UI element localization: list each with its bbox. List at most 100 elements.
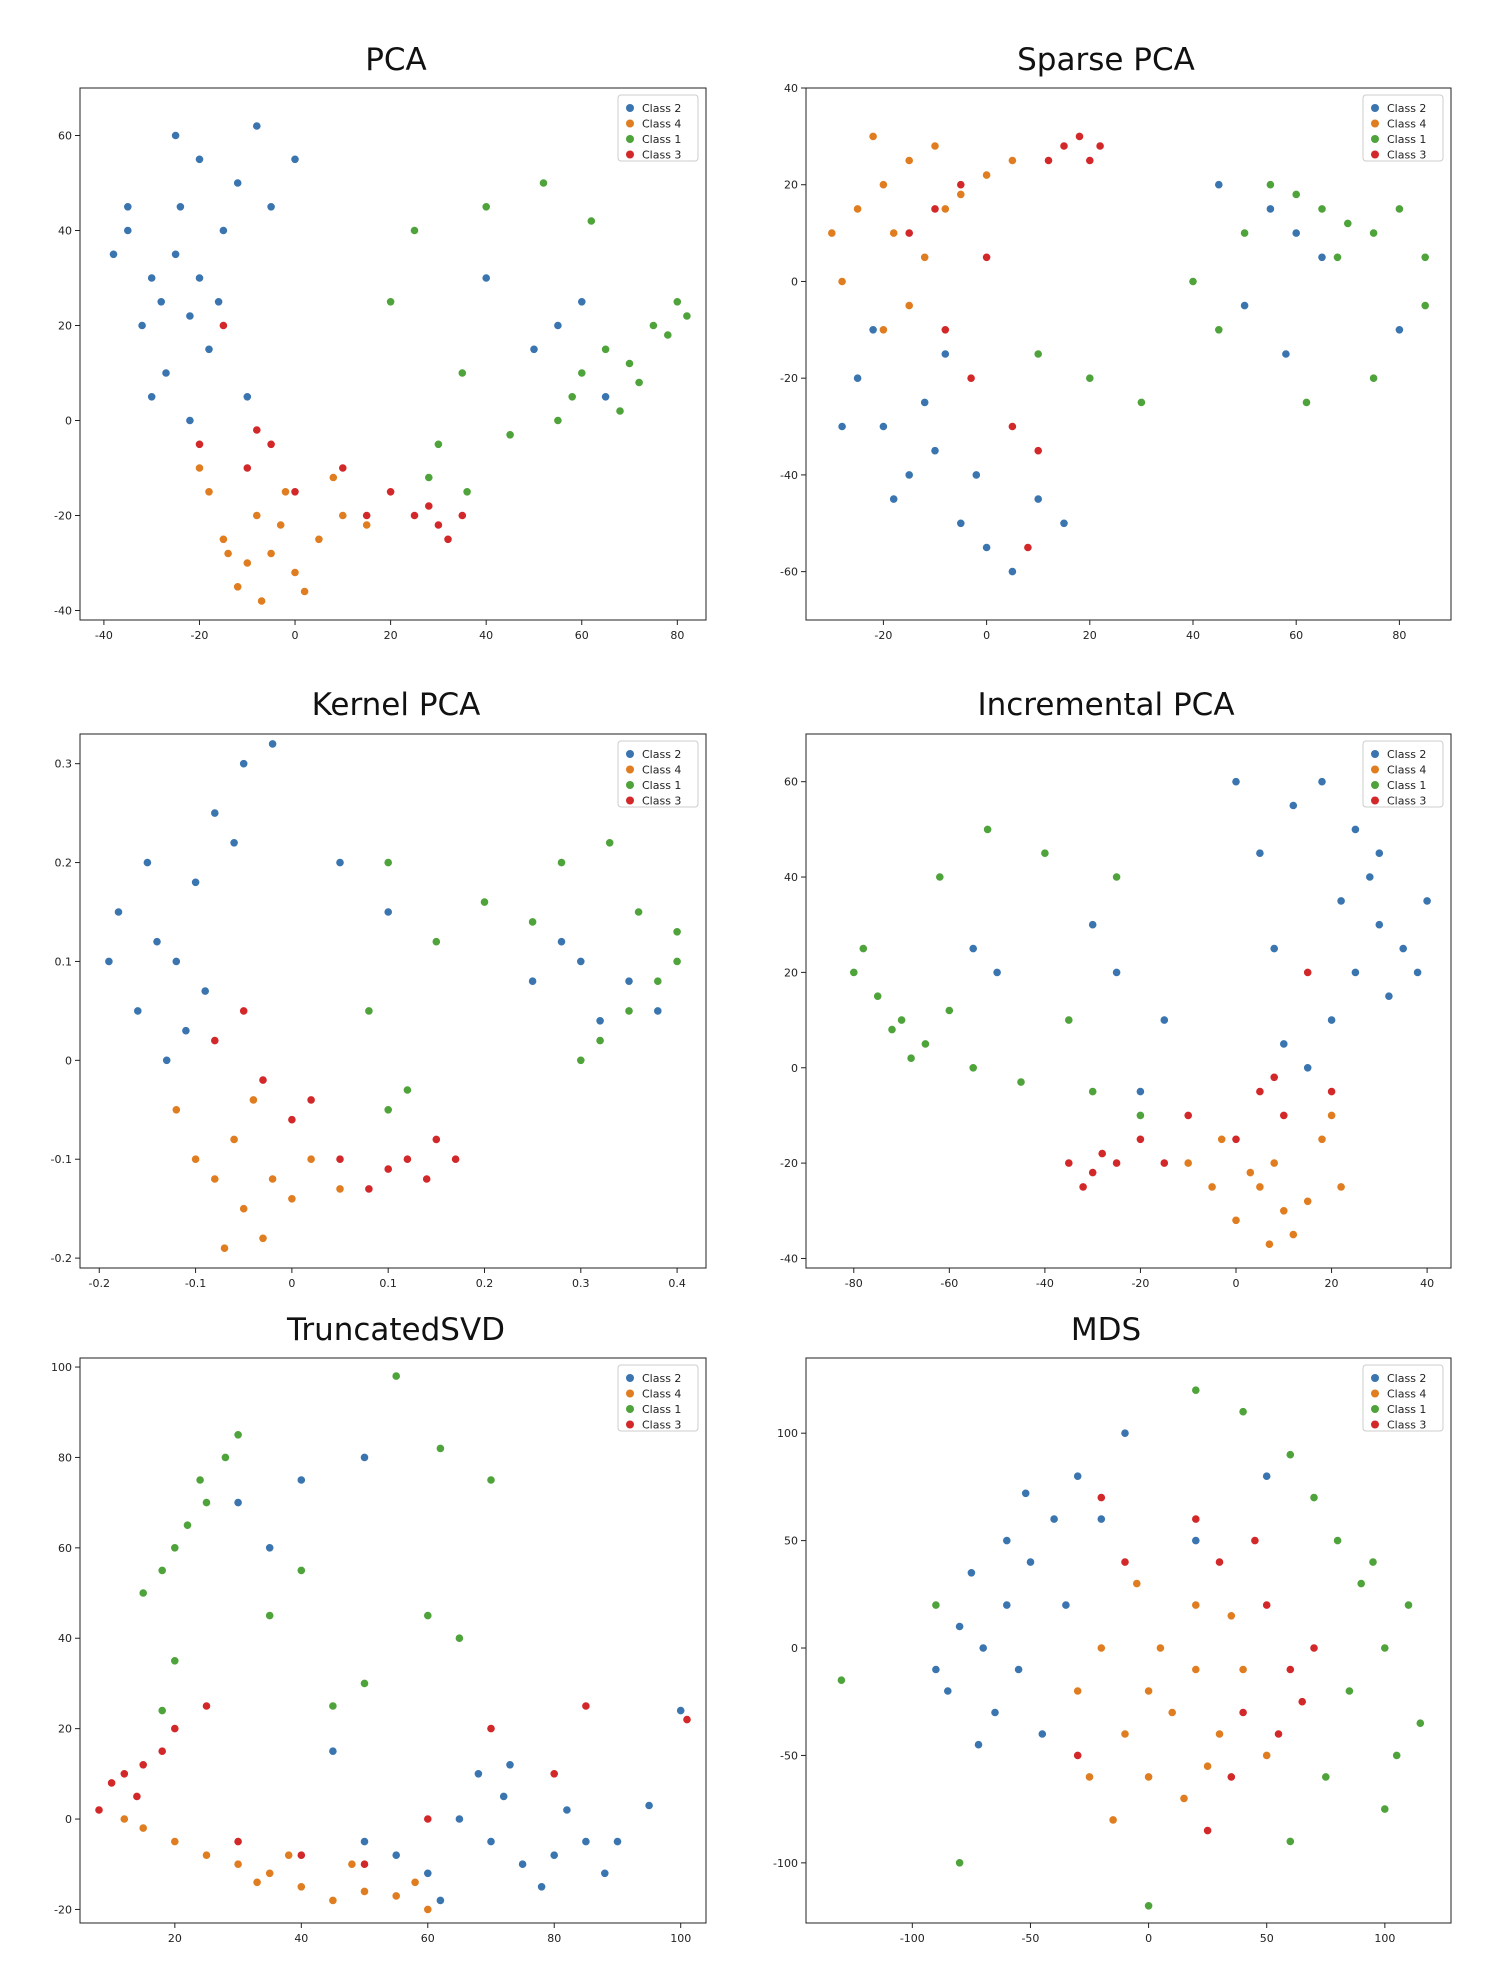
legend-marker: [626, 1374, 634, 1382]
x-tick-label: -20: [1131, 1277, 1149, 1290]
legend-label: Class 2: [1387, 102, 1426, 115]
scatter-point: [486, 1837, 496, 1847]
y-tick-label: -0.2: [51, 1252, 72, 1265]
legend-label: Class 3: [642, 149, 681, 162]
scatter-point: [433, 439, 443, 449]
scatter-point: [138, 1588, 148, 1598]
scatter-point: [1262, 1471, 1272, 1481]
scatter-point: [454, 1814, 464, 1824]
scatter-point: [1073, 1750, 1083, 1761]
scatter-point: [1191, 1385, 1201, 1395]
scatter-point: [409, 225, 420, 236]
legend-label: Class 4: [642, 764, 681, 777]
scatter-point: [624, 976, 634, 986]
scatter-point: [1033, 494, 1043, 504]
y-tick-label: 0.2: [55, 857, 73, 870]
legend-marker: [1371, 135, 1379, 143]
scatter-point: [1043, 155, 1054, 166]
scatter-point: [1317, 204, 1327, 214]
scatter-point: [889, 228, 899, 238]
scatter-point: [1144, 1772, 1154, 1782]
legend-label: Class 3: [1387, 149, 1426, 162]
scatter-point: [904, 228, 914, 238]
scatter-point: [1240, 300, 1250, 311]
scatter-point: [1112, 872, 1122, 882]
scatter-point: [1273, 1729, 1284, 1739]
scatter-point: [971, 470, 981, 480]
scatter-point: [1159, 1158, 1169, 1168]
scatter-point: [553, 415, 563, 426]
scatter-point: [600, 344, 611, 354]
scatter-point: [170, 1543, 180, 1553]
scatter-point: [968, 1063, 978, 1073]
scatter-point: [517, 1859, 528, 1869]
scatter-point: [284, 1850, 294, 1860]
scatter-point: [527, 976, 538, 986]
scatter-point: [287, 1194, 297, 1204]
scatter-point: [119, 1769, 129, 1779]
scatter-point: [595, 1036, 605, 1046]
scatter-point: [266, 202, 276, 212]
scatter-point: [1033, 446, 1043, 456]
chart-panel-2: Sparse PCA -20 0 20 40 60 80 -60 -40 -20 0 20 40 Clas…: [780, 42, 1452, 642]
scatter-point: [849, 967, 859, 978]
scatter-point: [1136, 397, 1147, 407]
scatter-point: [1183, 1110, 1193, 1121]
scatter-point: [296, 1475, 306, 1485]
scatter-point: [410, 1877, 420, 1887]
scatter-point: [981, 542, 992, 553]
plot-frame: [805, 1357, 1452, 1924]
scatter-point: [653, 976, 663, 986]
scatter-point: [1226, 1772, 1236, 1782]
scatter-point: [214, 297, 224, 307]
scatter-point: [889, 494, 899, 504]
legend-marker: [1371, 765, 1379, 774]
scatter-point: [287, 1115, 297, 1125]
chart-title: MDS: [1071, 1312, 1141, 1348]
scatter-point: [644, 1800, 654, 1811]
chart-title: Incremental PCA: [977, 687, 1234, 723]
scatter-point: [1255, 1087, 1265, 1097]
scatter-point: [868, 131, 878, 141]
scatter-point: [1037, 1729, 1047, 1739]
scatter-point: [328, 1701, 338, 1711]
legend-label: Class 1: [642, 779, 681, 792]
x-tick-label: 0.4: [668, 1277, 686, 1290]
scatter-point: [1262, 1600, 1272, 1610]
y-tick-label: 80: [58, 1451, 72, 1464]
legend-marker: [1371, 119, 1379, 128]
y-tick-label: -20: [54, 510, 72, 523]
scatter-point: [431, 1134, 441, 1145]
scatter-point: [210, 1036, 220, 1046]
scatter-point: [233, 1430, 243, 1440]
legend-box: [617, 94, 699, 162]
scatter-point: [391, 1850, 401, 1860]
scatter-point: [383, 1164, 393, 1174]
y-tick-label: -40: [54, 605, 72, 618]
plot-frame: [79, 87, 707, 621]
scatter-point: [1269, 1072, 1279, 1082]
scatter-point: [663, 330, 673, 340]
scatter-point: [1016, 1077, 1026, 1087]
scatter-point: [1332, 252, 1343, 262]
scatter-point: [1343, 218, 1353, 228]
scatter-point: [1301, 397, 1312, 407]
y-tick-label: -0.1: [51, 1153, 72, 1166]
y-tick-label: -40: [780, 1252, 798, 1265]
scatter-point: [218, 320, 228, 331]
y-tick-label: 0: [791, 275, 798, 288]
chart-title: PCA: [365, 42, 427, 78]
scatter-point: [359, 1837, 370, 1847]
scatter-point: [1040, 848, 1050, 858]
scatter-point: [1368, 1557, 1378, 1567]
scatter-point: [156, 297, 166, 307]
scatter-point: [1214, 1729, 1225, 1739]
scatter-point: [170, 1837, 180, 1847]
scatter-point: [171, 956, 181, 967]
scatter-point: [956, 518, 966, 528]
scatter-point: [1073, 1471, 1083, 1481]
scatter-point: [402, 1085, 412, 1095]
scatter-point: [258, 1075, 268, 1085]
